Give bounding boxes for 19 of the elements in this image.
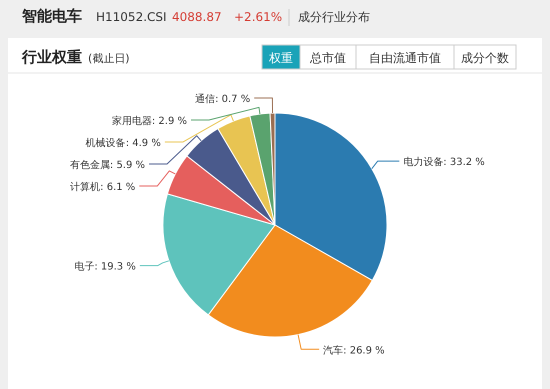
chart-subtitle: (截止日): [88, 52, 130, 65]
chart-title: 行业权重: [21, 48, 82, 66]
slice-label: 家用电器: 2.9 %: [112, 115, 187, 128]
slice-label: 机械设备: 4.9 %: [86, 137, 161, 150]
slice-label: 计算机: 6.1 %: [70, 181, 136, 194]
text: +2.61%: [234, 10, 282, 24]
slice-label: 有色金属: 5.9 %: [70, 159, 146, 172]
text: H11052.CSI: [96, 10, 167, 24]
text: 成分个数: [461, 51, 509, 65]
slice-label: 电子: 19.3 %: [74, 260, 136, 273]
slice-label: 电力设备: 33.2 %: [403, 156, 485, 168]
text: 权重: [268, 51, 293, 65]
text: 4088.87: [172, 10, 222, 24]
text: 成分行业分布: [298, 10, 370, 24]
text: 自由流通市值: [369, 51, 441, 65]
text: 智能电车: [21, 7, 82, 25]
slice-label: 汽车: 26.9 %: [323, 344, 385, 356]
slice-label: 通信: 0.7 %: [195, 93, 250, 106]
text: 总市值: [309, 51, 346, 65]
